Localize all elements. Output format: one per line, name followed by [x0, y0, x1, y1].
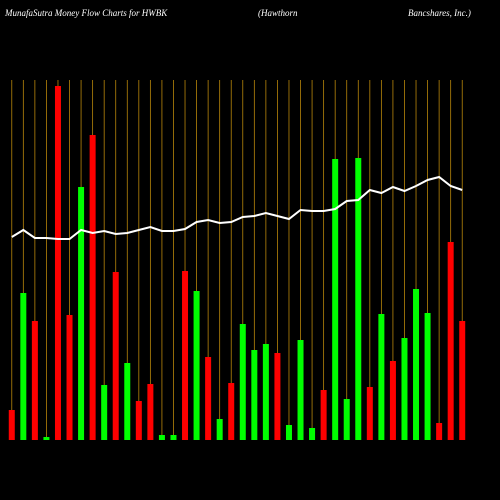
- bar: [424, 313, 431, 440]
- bar: [216, 419, 223, 440]
- bar: [436, 423, 443, 440]
- bar: [297, 340, 304, 440]
- bar: [20, 293, 27, 440]
- bar: [124, 363, 131, 440]
- bar: [135, 401, 142, 440]
- bar: [459, 321, 466, 440]
- bar: [389, 361, 396, 440]
- bar: [158, 435, 165, 440]
- chart-title: MunafaSutra Money Flow Charts for HWBK: [4, 8, 168, 18]
- bar: [447, 242, 454, 440]
- line: [11, 175, 463, 240]
- bar: [54, 86, 61, 440]
- bar: [366, 387, 373, 440]
- bar: [182, 271, 189, 440]
- bar: [251, 350, 258, 440]
- bar: [320, 390, 327, 440]
- bar: [309, 428, 316, 440]
- bar: [228, 383, 235, 440]
- bar: [43, 437, 50, 440]
- bar: [343, 399, 350, 440]
- bar: [239, 324, 246, 440]
- bar: [332, 159, 339, 440]
- bar: [101, 385, 108, 440]
- bar: [112, 272, 119, 440]
- chart-subtitle: Bancshares, Inc.): [408, 8, 471, 18]
- bar: [89, 135, 96, 440]
- bar: [147, 384, 154, 440]
- bar: [31, 321, 38, 440]
- bar: [413, 289, 420, 440]
- bar: [170, 435, 177, 440]
- bar: [401, 338, 408, 440]
- bar: [274, 353, 281, 440]
- bar: [8, 410, 15, 440]
- bar: [193, 291, 200, 440]
- chart-subtitle: (Hawthorn: [258, 8, 298, 18]
- bar: [378, 314, 385, 440]
- bar: [78, 187, 85, 440]
- bar: [355, 158, 362, 440]
- bar: [205, 357, 212, 440]
- bar: [262, 344, 269, 440]
- bar: [285, 425, 292, 440]
- bar: [66, 315, 73, 440]
